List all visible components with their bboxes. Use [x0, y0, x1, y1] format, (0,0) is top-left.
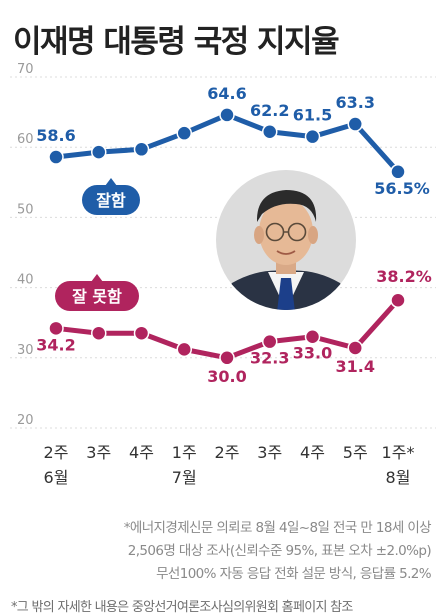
- y-tick-label: 70: [17, 62, 34, 77]
- y-tick-label: 20: [17, 413, 34, 428]
- legend-badge: 잘함: [82, 178, 140, 215]
- y-tick-label: 50: [17, 202, 34, 217]
- chart-title: 이재명 대통령 국정 지지율: [13, 24, 340, 60]
- legend-badge-bg: [55, 281, 139, 311]
- data-label: 62.2: [250, 101, 289, 120]
- data-label: 34.2: [36, 335, 75, 354]
- legend-badge-bg: [82, 185, 140, 215]
- data-point: [176, 341, 192, 358]
- legend-badge: 잘 못함: [55, 274, 139, 311]
- data-label: 32.3: [250, 349, 289, 368]
- data-label: 33.0: [293, 344, 332, 363]
- data-label: 63.3: [336, 93, 375, 112]
- y-tick-label: 40: [17, 273, 34, 288]
- data-label: 30.0: [207, 367, 246, 386]
- data-point: [91, 144, 107, 160]
- x-tick-label: 2주: [215, 443, 240, 462]
- x-tick-label: 4주: [300, 443, 325, 462]
- data-point: [219, 350, 235, 366]
- x-tick-label: 1주 7월: [172, 443, 197, 487]
- legend-label: 잘 못함: [72, 287, 122, 306]
- x-tick-label: 4주: [129, 443, 154, 462]
- y-tick-label: 30: [17, 343, 34, 358]
- series-line: [53, 112, 401, 175]
- legend-badge-pointer: [91, 274, 103, 282]
- data-label: 64.6: [207, 84, 246, 103]
- data-point: [304, 128, 321, 145]
- legend-badge-pointer: [105, 178, 117, 186]
- data-label: 61.5: [293, 106, 332, 125]
- data-label: 38.2%: [376, 267, 432, 286]
- data-point: [390, 292, 406, 308]
- survey-note-line-1: *에너지경제신문 의뢰로 8월 4일~8일 전국 만 18세 이상: [123, 520, 432, 536]
- x-tick-label: 2주 6월: [44, 443, 69, 487]
- data-point: [262, 124, 278, 140]
- data-point: [390, 164, 406, 180]
- survey-note-line-2: 2,506명 대상 조사(신뢰수준 95%, 표본 오차 ±2.0%p): [127, 543, 432, 559]
- y-tick-label: 60: [17, 132, 34, 147]
- survey-note-line-3: 무선100% 자동 응답 전화 설문 방식, 응답률 5.2%: [156, 566, 432, 582]
- data-point: [48, 320, 64, 337]
- data-point: [176, 125, 192, 141]
- data-label: 31.4: [336, 357, 375, 376]
- data-label: 58.6: [36, 126, 75, 145]
- x-tick-label: 1주* 8월: [382, 443, 415, 487]
- legend-label: 잘함: [96, 191, 126, 210]
- data-point: [48, 149, 64, 165]
- data-point: [304, 328, 321, 345]
- data-point: [133, 325, 150, 341]
- data-point: [91, 325, 107, 341]
- data-point: [347, 116, 363, 132]
- x-tick-label: 5주: [343, 443, 368, 462]
- x-tick-label: 3주: [257, 443, 282, 462]
- x-tick-label: 3주: [86, 443, 111, 462]
- footnote: *그 밖의 자세한 내용은 중앙선거여론조사심의위원회 홈페이지 참조: [11, 600, 353, 615]
- data-label: 56.5%: [374, 179, 430, 198]
- data-point: [347, 340, 363, 356]
- data-point: [219, 107, 235, 123]
- president-portrait: [216, 170, 356, 310]
- data-point: [133, 141, 150, 158]
- data-point: [262, 333, 278, 350]
